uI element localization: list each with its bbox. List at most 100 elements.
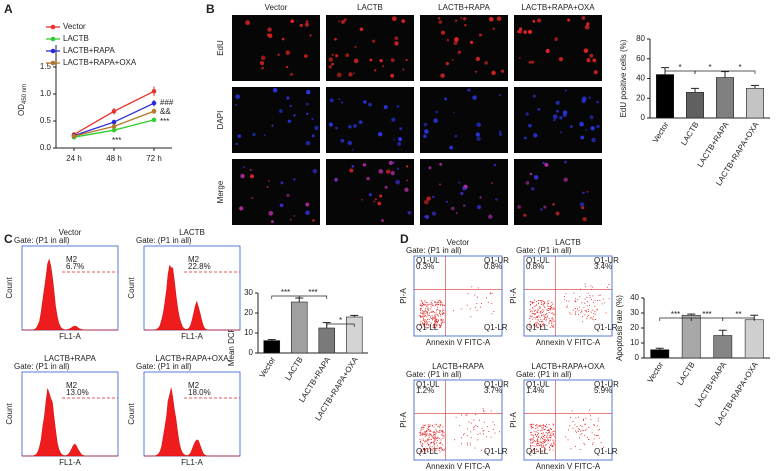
event — [551, 305, 552, 307]
event — [429, 303, 431, 305]
event — [543, 315, 545, 317]
event — [579, 296, 581, 298]
event — [426, 430, 428, 432]
event — [439, 451, 441, 453]
event — [440, 319, 442, 321]
event — [488, 431, 490, 432]
event — [440, 325, 442, 327]
event — [599, 323, 601, 325]
event — [584, 314, 586, 316]
event — [440, 315, 442, 317]
event — [420, 430, 422, 431]
event — [539, 300, 541, 301]
cell — [424, 129, 429, 134]
cell — [329, 98, 334, 103]
event — [427, 448, 428, 450]
cell — [478, 33, 482, 37]
event — [423, 325, 425, 327]
cell — [517, 205, 522, 209]
event — [536, 311, 538, 313]
event — [433, 442, 434, 444]
event — [427, 439, 429, 441]
event — [441, 318, 443, 320]
event — [552, 434, 554, 436]
event — [548, 429, 550, 431]
gate-label: Gate: (P1 in all) — [406, 246, 462, 255]
event — [536, 443, 538, 444]
event — [586, 428, 588, 430]
event — [439, 448, 441, 449]
event — [542, 440, 544, 442]
event — [536, 434, 538, 436]
event — [531, 449, 533, 451]
event — [552, 320, 554, 322]
y-axis-label: PI-A — [509, 288, 518, 304]
event — [429, 324, 431, 326]
plot-frame — [413, 255, 503, 337]
event — [441, 320, 443, 322]
cell — [374, 198, 377, 201]
cell — [530, 187, 535, 191]
event — [543, 445, 544, 447]
event — [537, 311, 539, 313]
event — [492, 421, 494, 423]
event — [442, 431, 444, 433]
marker-percent: 13.0% — [66, 388, 89, 397]
event — [566, 306, 568, 308]
event — [437, 306, 438, 308]
event — [499, 431, 500, 433]
event — [541, 433, 542, 434]
cell — [328, 57, 334, 62]
event — [543, 303, 545, 305]
cell — [235, 94, 240, 99]
event — [435, 450, 437, 451]
event — [549, 321, 551, 322]
cell — [290, 72, 293, 76]
event — [425, 309, 426, 311]
event — [428, 443, 430, 445]
event — [532, 438, 534, 440]
event — [597, 429, 599, 431]
event — [427, 426, 429, 427]
event — [419, 450, 421, 452]
event — [594, 300, 596, 302]
event — [426, 323, 428, 325]
cell — [563, 160, 567, 164]
event — [440, 318, 442, 320]
event — [550, 306, 551, 307]
event — [536, 317, 538, 318]
event — [534, 313, 536, 314]
event — [550, 320, 552, 322]
cell — [285, 65, 289, 69]
cell — [423, 134, 427, 138]
event — [543, 450, 545, 452]
event — [546, 325, 548, 326]
cell — [440, 73, 445, 78]
event — [422, 315, 424, 317]
cell — [438, 20, 443, 24]
event — [438, 430, 440, 432]
event — [541, 325, 543, 327]
event — [541, 310, 543, 312]
event — [586, 297, 588, 298]
micrograph — [420, 87, 508, 153]
event — [544, 307, 546, 308]
event — [431, 302, 433, 304]
event — [533, 324, 535, 326]
cell — [479, 196, 482, 199]
plot-frame — [21, 245, 119, 331]
event — [542, 433, 544, 435]
event — [597, 420, 599, 422]
event — [537, 319, 539, 321]
event — [423, 449, 425, 450]
event — [434, 435, 436, 437]
event — [473, 426, 475, 428]
marker — [151, 89, 157, 94]
cell — [540, 208, 543, 211]
event — [421, 434, 423, 436]
event — [529, 327, 531, 328]
event — [481, 427, 483, 429]
event — [532, 442, 534, 443]
gate-label: Gate: (P1 in all) — [516, 246, 572, 255]
event — [542, 451, 544, 452]
